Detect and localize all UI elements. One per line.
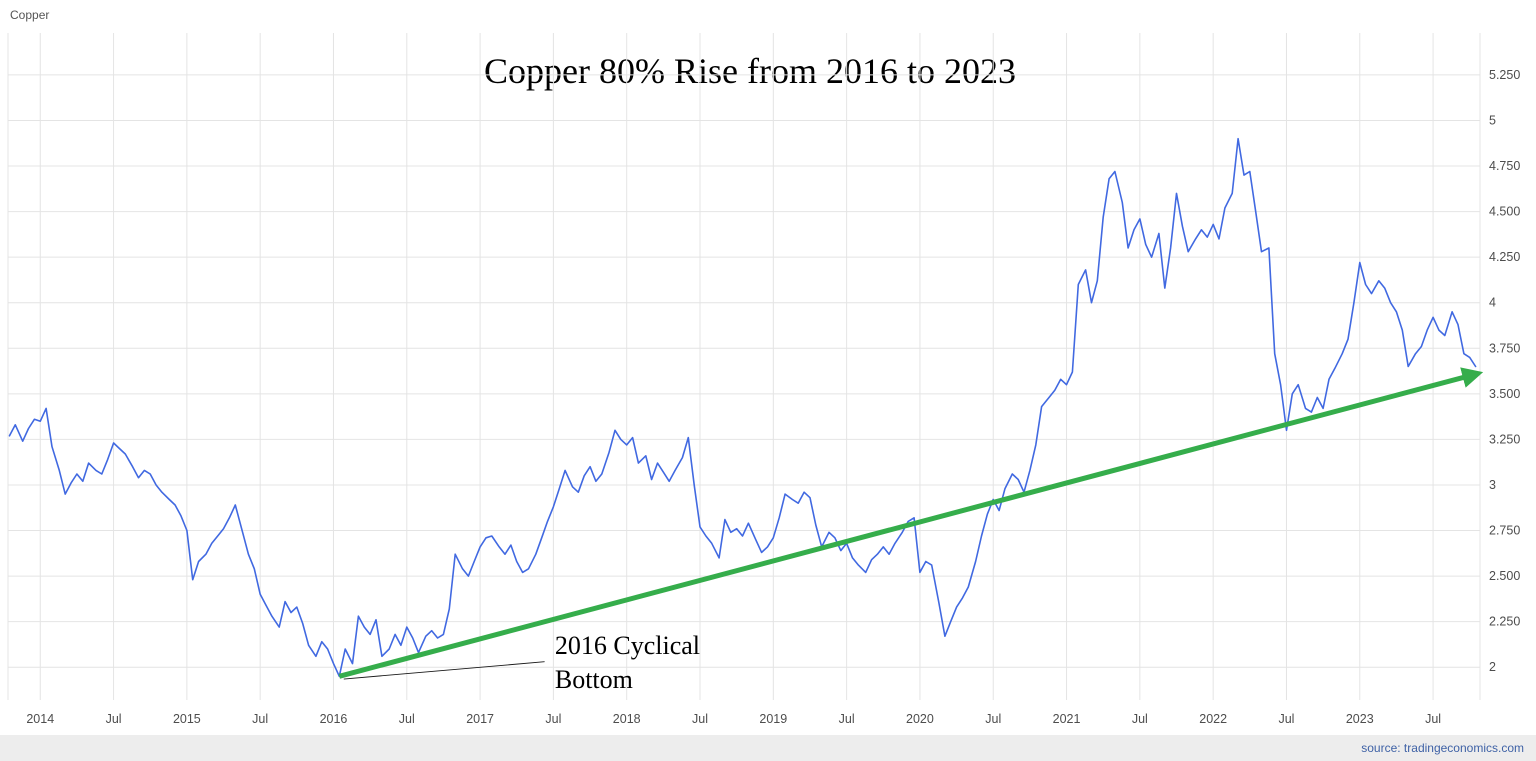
footer-band: source: tradingeconomics.com: [0, 735, 1536, 761]
trend-arrow: [338, 367, 1484, 679]
y-axis-label: 4: [1489, 296, 1496, 310]
x-axis-label: 2020: [906, 712, 934, 726]
x-axis-label: 2022: [1199, 712, 1227, 726]
x-axis-label: 2023: [1346, 712, 1374, 726]
x-axis-label: 2021: [1053, 712, 1081, 726]
y-axis-label: 2.750: [1489, 524, 1520, 538]
x-axis-label: Jul: [1132, 712, 1148, 726]
cyclical-bottom-annotation: 2016 Cyclical Bottom: [555, 629, 700, 697]
y-axis-label: 3.500: [1489, 387, 1520, 401]
y-axis-label: 3.250: [1489, 432, 1520, 446]
price-line: [8, 137, 1477, 678]
x-axis-label: 2015: [173, 712, 201, 726]
x-axis-label: 2014: [26, 712, 54, 726]
y-axis-label: 2.250: [1489, 615, 1520, 629]
x-axis-label: Jul: [399, 712, 415, 726]
y-axis-label: 3: [1489, 478, 1496, 492]
y-axis-label: 2: [1489, 660, 1496, 674]
y-axis-label: 4.750: [1489, 159, 1520, 173]
y-axis-label: 3.750: [1489, 341, 1520, 355]
x-axis-label: Jul: [1425, 712, 1441, 726]
chart-title: Copper 80% Rise from 2016 to 2023: [484, 51, 1016, 91]
y-axis-label: 4.500: [1489, 205, 1520, 219]
y-axis-label: 5.250: [1489, 68, 1520, 82]
x-axis-label: 2016: [320, 712, 348, 726]
y-axis-label: 4.250: [1489, 250, 1520, 264]
annotation-pointer-line: [343, 661, 545, 680]
cyclical-bottom-annotation-line2: Bottom: [554, 664, 633, 694]
cyclical-bottom-annotation-line1: 2016 Cyclical: [554, 630, 700, 660]
source-text: source: tradingeconomics.com: [1361, 741, 1524, 755]
y-axis-label: 2.500: [1489, 569, 1520, 583]
x-axis-label: Jul: [985, 712, 1001, 726]
x-axis-label: 2018: [613, 712, 641, 726]
x-axis-label: Jul: [692, 712, 708, 726]
x-axis-label: Jul: [106, 712, 122, 726]
x-axis-label: Jul: [545, 712, 561, 726]
instrument-label: Copper: [10, 8, 50, 22]
x-axis-label: 2017: [466, 712, 494, 726]
y-axis-label: 5: [1489, 113, 1496, 127]
x-axis-label: Jul: [839, 712, 855, 726]
x-axis-label: 2019: [759, 712, 787, 726]
x-axis-label: Jul: [252, 712, 268, 726]
x-axis-label: Jul: [1278, 712, 1294, 726]
